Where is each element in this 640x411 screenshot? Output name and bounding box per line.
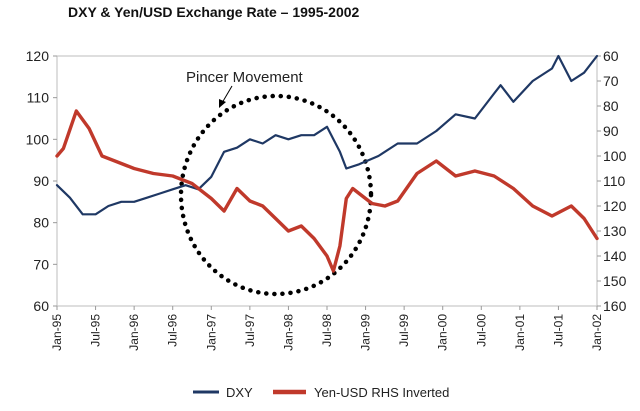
x-tick-label: Jan-97 [204,314,218,351]
right-tick-label: 90 [603,123,619,139]
legend: DXY Yen-USD RHS Inverted [193,385,449,400]
annotation-group: Pincer Movement [178,69,374,297]
chart-axes: 60 70 80 90 100 110 120 60 70 80 90 100 110 120 130 140… [26,48,627,351]
right-tick-label: 60 [603,48,619,64]
left-tick-label: 120 [26,48,50,64]
x-tick-label: Jan-98 [281,314,295,351]
right-tick-label: 160 [603,298,627,314]
pincer-circle [178,93,374,297]
left-tick-label: 100 [26,131,50,147]
right-tick-label: 140 [603,248,627,264]
right-tick-label: 70 [603,73,619,89]
left-tick-label: 110 [27,90,50,106]
left-tick-label: 70 [33,256,49,272]
legend-label-dxy: DXY [226,385,253,400]
x-tick-label: Jan-00 [436,314,450,351]
series-group [55,54,599,273]
right-tick-label: 120 [603,198,627,214]
x-tick-label: Jul-97 [243,314,257,347]
x-tick-label: Jul-01 [551,314,565,347]
x-tick-label: Jul-00 [474,314,488,347]
left-tick-label: 60 [33,298,49,314]
annotation-arrow [221,85,233,104]
right-tick-label: 150 [603,273,627,289]
right-tick-label: 80 [603,98,619,114]
x-tick-label: Jul-98 [320,314,334,347]
x-tick-label: Jan-99 [359,314,373,351]
x-tick-label: Jan-95 [50,314,64,351]
dxy-series-line [55,54,599,216]
left-tick-label: 90 [33,173,49,189]
x-tick-label: Jul-96 [166,314,180,347]
left-tick-label: 80 [33,215,49,231]
x-tick-label: Jan-02 [590,314,604,351]
plot-area [56,55,598,307]
x-tick-label: Jul-99 [397,314,411,347]
annotation-label: Pincer Movement [186,69,304,86]
x-tick-label: Jan-01 [513,314,527,351]
x-tick-label: Jul-95 [89,314,103,347]
yen-usd-series-line [55,109,599,273]
right-tick-label: 130 [603,223,627,239]
right-tick-label: 100 [603,148,627,164]
right-tick-label: 110 [603,173,626,189]
legend-label-yen-usd: Yen-USD RHS Inverted [314,385,449,400]
annotation-arrow-head [219,99,226,108]
x-tick-label: Jan-96 [127,314,141,351]
chart-title: DXY & Yen/USD Exchange Rate – 1995-2002 [68,4,360,20]
